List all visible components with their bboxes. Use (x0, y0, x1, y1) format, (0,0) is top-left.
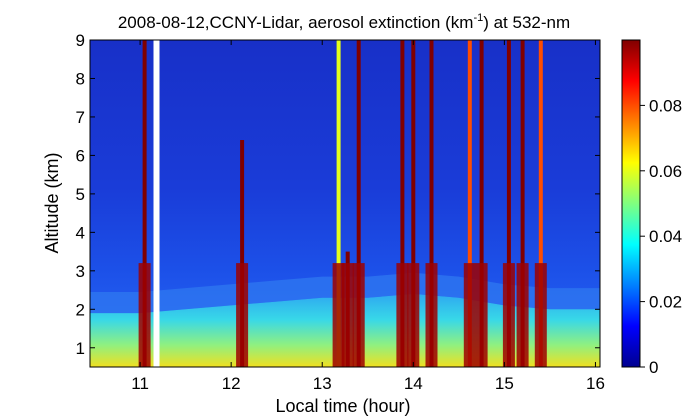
cloud-column (538, 40, 543, 367)
x-tick-label: 14 (404, 374, 423, 393)
cloud-base (332, 263, 345, 367)
cloud-columns (138, 40, 547, 367)
colorbar-tick-label: 0.04 (649, 227, 682, 246)
x-tick-label: 16 (586, 374, 605, 393)
x-tick-label: 15 (495, 374, 514, 393)
x-tick-label: 12 (222, 374, 241, 393)
x-axis-ticks: 11 12 13 14 15 16 (131, 40, 605, 393)
heatmap-plot-area (90, 40, 600, 367)
y-tick-label: 4 (76, 223, 85, 242)
cloud-column (142, 40, 147, 367)
cloud-column (520, 40, 525, 367)
y-tick-label: 5 (76, 185, 85, 204)
cloud-column (356, 40, 361, 367)
chart-title: 2008-08-12,CCNY-Lidar, aerosol extinctio… (118, 12, 570, 32)
x-tick-label: 11 (131, 374, 149, 393)
y-tick-label: 1 (76, 339, 85, 358)
cloud-base (407, 263, 420, 367)
plot-frame (89, 39, 601, 368)
cloud-base (463, 263, 476, 367)
y-tick-label: 3 (76, 262, 85, 281)
x-axis-label: Local time (hour) (275, 396, 410, 416)
y-tick-label: 9 (76, 31, 85, 50)
y-axis-label: Altitude (km) (42, 152, 62, 253)
data-gap-stripe (153, 40, 160, 367)
cloud-base (341, 263, 354, 367)
cloud-base (425, 263, 438, 367)
cloud-column (467, 40, 472, 367)
colorbar-tick-label: 0.02 (649, 293, 682, 312)
colorbar-tick-label: 0.06 (649, 162, 682, 181)
colorbar-ticks: 0 0.02 0.04 0.06 0.08 (640, 96, 682, 377)
y-tick-label: 7 (76, 108, 85, 127)
cloud-column (411, 40, 416, 367)
cloud-column (400, 40, 405, 367)
y-tick-label: 6 (76, 146, 85, 165)
colorbar-tick-label: 0 (649, 358, 658, 377)
cloud-column (336, 40, 341, 367)
cloud-base (502, 263, 515, 367)
cloud-base (516, 263, 529, 367)
cloud-column (240, 140, 245, 367)
cloud-base (534, 263, 547, 367)
x-tick-label: 13 (313, 374, 332, 393)
y-tick-label: 8 (76, 69, 85, 88)
colorbar (621, 39, 641, 368)
colorbar-tick-label: 0.08 (649, 96, 682, 115)
y-tick-label: 2 (76, 300, 85, 319)
cloud-column (429, 40, 434, 367)
cloud-column (479, 40, 484, 367)
y-axis-ticks: 1 2 3 4 5 6 7 8 9 (76, 31, 600, 358)
cloud-base (475, 263, 488, 367)
cloud-base (138, 263, 151, 367)
cloud-column (506, 40, 511, 367)
data-gap (153, 40, 160, 367)
cloud-base (236, 263, 249, 367)
cloud-base (352, 263, 365, 367)
cloud-base (396, 263, 409, 367)
